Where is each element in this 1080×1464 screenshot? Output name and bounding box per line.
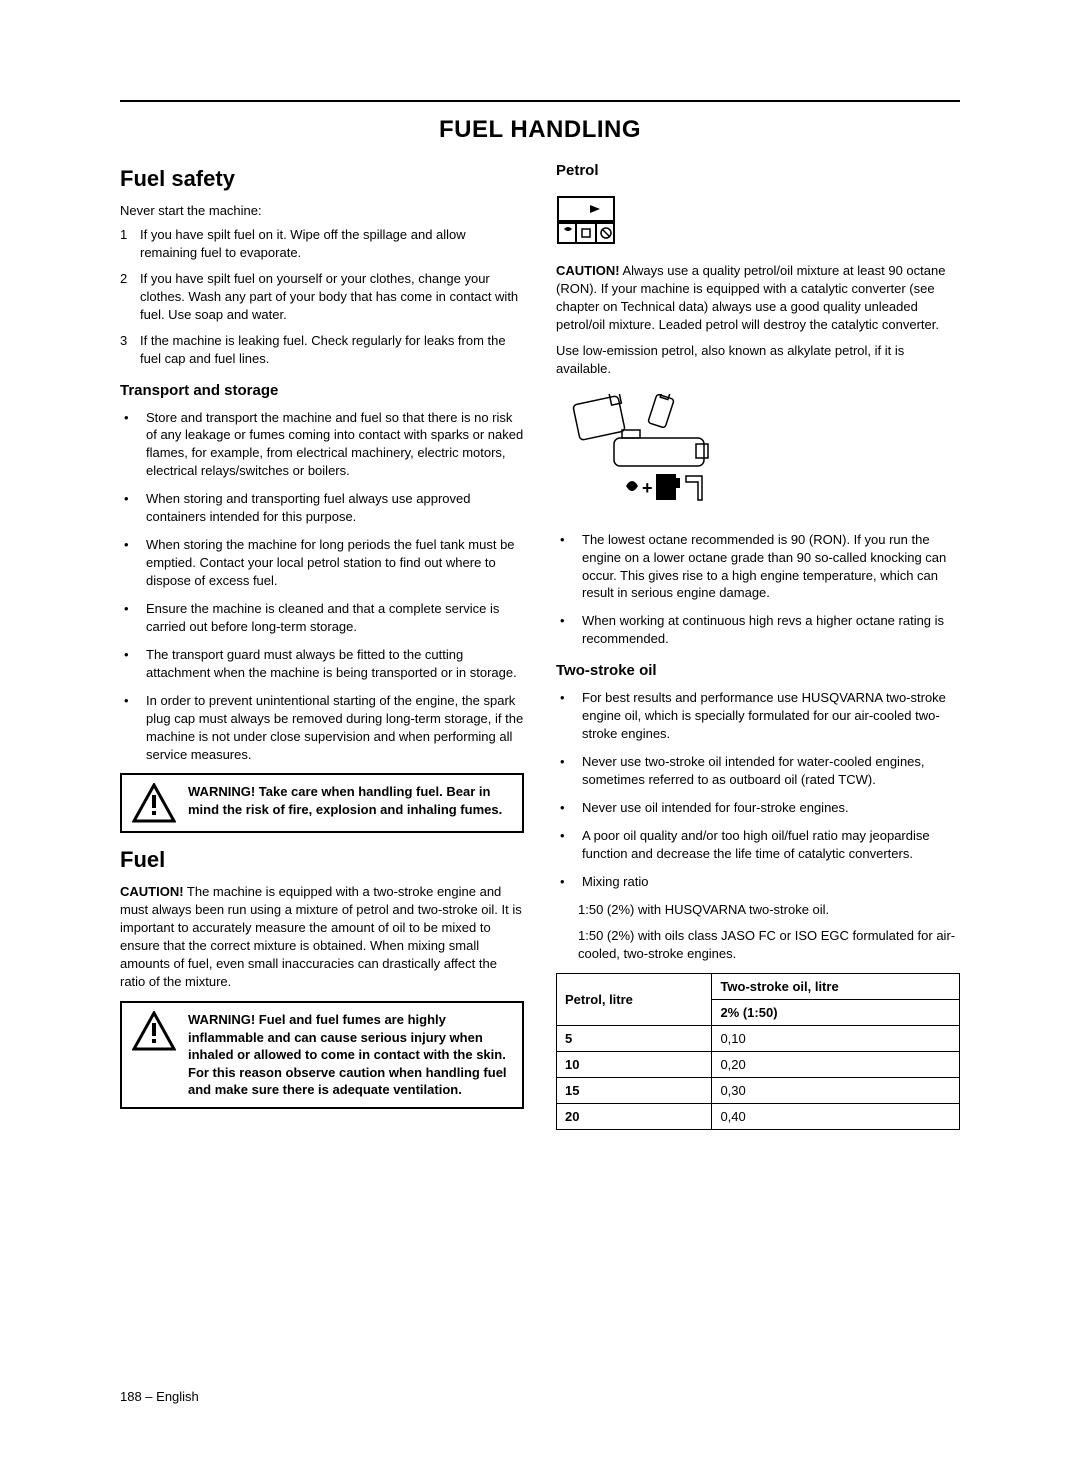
warning-triangle-icon <box>132 1011 176 1051</box>
list-item: Never use two-stroke oil intended for wa… <box>556 753 960 789</box>
list-item: Never use oil intended for four-stroke e… <box>556 799 960 817</box>
table-row: 15 0,30 <box>557 1077 960 1103</box>
list-item: In order to prevent unintentional starti… <box>120 692 524 764</box>
caution-petrol-octane: CAUTION! Always use a quality petrol/oil… <box>556 262 960 334</box>
list-item: 3If the machine is leaking fuel. Check r… <box>120 332 524 368</box>
fuel-mixing-illustration: + <box>556 394 746 514</box>
right-column: Petrol CAUTION! Always use a quality pet… <box>556 162 960 1130</box>
table-row: 10 0,20 <box>557 1051 960 1077</box>
list-item: A poor oil quality and/or too high oil/f… <box>556 827 960 863</box>
two-column-layout: Fuel safety Never start the machine: 1If… <box>120 162 960 1130</box>
warning-text: WARNING! Take care when handling fuel. B… <box>188 783 512 818</box>
list-item: Ensure the machine is cleaned and that a… <box>120 600 524 636</box>
transport-bullets: Store and transport the machine and fuel… <box>120 409 524 764</box>
svg-text:+: + <box>642 478 653 498</box>
top-rule <box>120 100 960 102</box>
lead-never-start: Never start the machine: <box>120 202 524 220</box>
mixing-ratio-line-1: 1:50 (2%) with HUSQVARNA two-stroke oil. <box>556 901 960 919</box>
numbered-precautions: 1If you have spilt fuel on it. Wipe off … <box>120 226 524 368</box>
list-item: Mixing ratio <box>556 873 960 891</box>
th-ratio: 2% (1:50) <box>712 999 960 1025</box>
heading-petrol: Petrol <box>556 162 960 179</box>
list-item: When storing and transporting fuel alway… <box>120 490 524 526</box>
page-footer: 188 – English <box>120 1389 199 1404</box>
heading-two-stroke-oil: Two-stroke oil <box>556 662 960 679</box>
warning-box-fuel-fumes: WARNING! Fuel and fuel fumes are highly … <box>120 1001 524 1109</box>
table-header-row: Petrol, litre Two-stroke oil, litre <box>557 973 960 999</box>
petrol-bullets: The lowest octane recommended is 90 (RON… <box>556 531 960 649</box>
table-row: 20 0,40 <box>557 1103 960 1129</box>
list-item: Store and transport the machine and fuel… <box>120 409 524 481</box>
caution-two-stroke: CAUTION! The machine is equipped with a … <box>120 883 524 991</box>
list-item: When working at continuous high revs a h… <box>556 612 960 648</box>
petrol-pump-icon <box>556 195 616 247</box>
heading-fuel: Fuel <box>120 847 524 873</box>
table-row: 5 0,10 <box>557 1025 960 1051</box>
th-oil: Two-stroke oil, litre <box>712 973 960 999</box>
list-item: 2If you have spilt fuel on yourself or y… <box>120 270 524 324</box>
oil-bullets: For best results and performance use HUS… <box>556 689 960 890</box>
list-item: When storing the machine for long period… <box>120 536 524 590</box>
list-item: The transport guard must always be fitte… <box>120 646 524 682</box>
low-emission-note: Use low-emission petrol, also known as a… <box>556 342 960 378</box>
mixing-ratio-line-2: 1:50 (2%) with oils class JASO FC or ISO… <box>556 927 960 963</box>
heading-transport-storage: Transport and storage <box>120 382 524 399</box>
left-column: Fuel safety Never start the machine: 1If… <box>120 162 524 1130</box>
list-item: The lowest octane recommended is 90 (RON… <box>556 531 960 603</box>
list-item: 1If you have spilt fuel on it. Wipe off … <box>120 226 524 262</box>
warning-triangle-icon <box>132 783 176 823</box>
list-item: For best results and performance use HUS… <box>556 689 960 743</box>
th-petrol: Petrol, litre <box>557 973 712 1025</box>
heading-fuel-safety: Fuel safety <box>120 166 524 192</box>
warning-box-fuel-handling: WARNING! Take care when handling fuel. B… <box>120 773 524 833</box>
warning-text: WARNING! Fuel and fuel fumes are highly … <box>188 1011 512 1099</box>
page-title: FUEL HANDLING <box>120 116 960 144</box>
mixing-ratio-table: Petrol, litre Two-stroke oil, litre 2% (… <box>556 973 960 1130</box>
